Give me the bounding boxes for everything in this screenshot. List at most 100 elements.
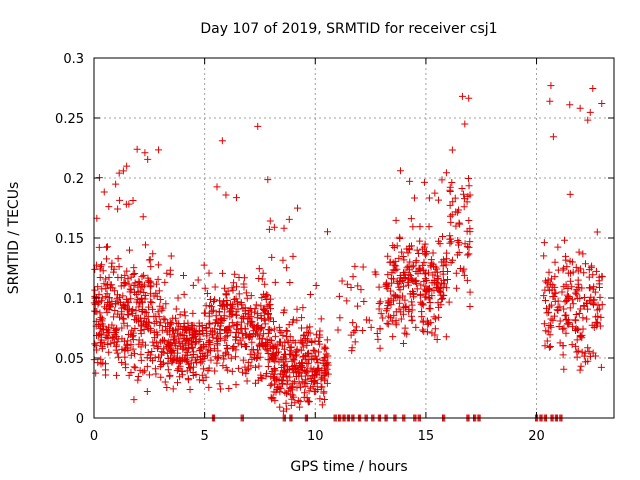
data-point	[447, 218, 455, 226]
data-point	[399, 253, 407, 261]
data-point	[592, 319, 600, 327]
data-point	[248, 308, 256, 316]
data-point	[429, 271, 437, 279]
data-point	[410, 293, 418, 301]
data-point	[158, 306, 166, 314]
data-point	[295, 360, 303, 368]
data-point	[443, 284, 451, 292]
data-point	[559, 266, 567, 274]
data-point	[206, 302, 214, 310]
data-point	[562, 329, 570, 337]
data-point	[580, 294, 588, 302]
data-point	[584, 357, 592, 365]
data-point	[439, 295, 447, 303]
data-point	[314, 359, 322, 367]
data-point	[572, 342, 580, 350]
data-point	[396, 167, 404, 175]
data-point	[159, 359, 167, 367]
data-point	[454, 208, 462, 216]
data-point	[98, 343, 106, 351]
data-point	[377, 310, 385, 318]
data-point	[119, 292, 127, 300]
data-point	[135, 303, 143, 311]
axis-ticks: 0 0.05 0.1 0.15 0.2 0.25 0.3 0 5 10 15 20	[55, 52, 614, 444]
data-point	[238, 314, 246, 322]
data-point	[584, 305, 592, 313]
data-point	[392, 292, 400, 300]
data-point	[181, 308, 189, 316]
data-point	[268, 380, 276, 388]
data-point	[446, 201, 454, 209]
data-point	[591, 288, 599, 296]
data-point	[309, 383, 317, 391]
data-point	[119, 167, 127, 175]
data-point	[585, 347, 593, 355]
data-point	[439, 262, 447, 270]
data-point	[586, 108, 594, 116]
data-point	[196, 346, 204, 354]
data-point	[425, 304, 433, 312]
data-point	[291, 378, 299, 386]
data-point	[142, 309, 150, 317]
data-point	[540, 252, 548, 260]
data-point	[279, 353, 287, 361]
data-point	[125, 200, 133, 208]
data-point	[405, 242, 413, 250]
data-point	[546, 303, 554, 311]
data-point	[113, 333, 121, 341]
data-point	[416, 237, 424, 245]
data-point	[121, 360, 129, 368]
data-point	[232, 194, 240, 202]
data-point	[575, 309, 583, 317]
data-point	[286, 278, 294, 286]
data-point	[578, 284, 586, 292]
data-point	[301, 376, 309, 384]
data-point	[232, 381, 240, 389]
data-point	[420, 243, 428, 251]
data-point	[441, 280, 449, 288]
data-point	[323, 336, 331, 344]
data-point	[215, 353, 223, 361]
data-point	[254, 310, 262, 318]
data-point	[239, 356, 247, 364]
data-point	[556, 339, 564, 347]
data-point	[197, 359, 205, 367]
data-point	[383, 319, 391, 327]
data-point	[324, 228, 332, 236]
data-point	[152, 312, 160, 320]
data-point	[420, 266, 428, 274]
data-point	[313, 355, 321, 363]
data-point	[315, 348, 323, 356]
data-point	[300, 393, 308, 401]
data-point	[206, 338, 214, 346]
data-point	[572, 263, 580, 271]
data-point	[545, 343, 553, 351]
data-point	[252, 363, 260, 371]
data-point	[149, 250, 157, 258]
data-point	[198, 357, 206, 365]
data-point	[279, 331, 287, 339]
data-point	[452, 269, 460, 277]
data-point	[321, 369, 329, 377]
data-point	[123, 296, 131, 304]
data-point	[118, 358, 126, 366]
data-point	[303, 328, 311, 336]
data-point	[453, 284, 461, 292]
data-point	[116, 196, 124, 204]
data-point	[140, 288, 148, 296]
data-point	[409, 287, 417, 295]
data-point	[595, 280, 603, 288]
data-point	[564, 285, 572, 293]
data-point	[390, 243, 398, 251]
data-point	[137, 350, 145, 358]
data-point	[149, 305, 157, 313]
data-point	[548, 286, 556, 294]
data-point	[598, 301, 606, 309]
data-point	[233, 311, 241, 319]
data-point	[174, 294, 182, 302]
data-point	[143, 362, 151, 370]
data-point	[435, 237, 443, 245]
data-point	[546, 97, 554, 105]
data-point	[265, 225, 273, 233]
